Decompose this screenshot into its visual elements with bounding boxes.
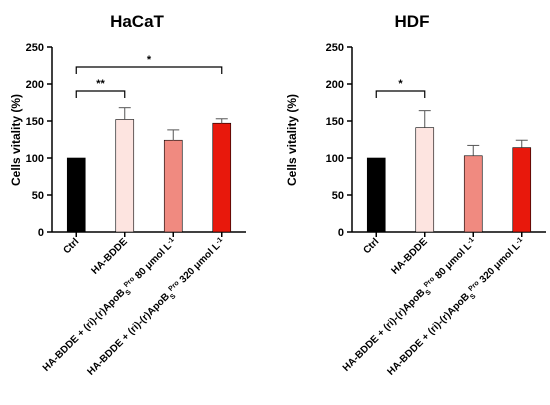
- significance-label: *: [398, 78, 403, 90]
- x-tick-label: Ctrl: [61, 236, 81, 256]
- x-tick-label: Ctrl: [361, 236, 381, 256]
- bar: [67, 158, 85, 232]
- x-tick-label-part: 80 μmol L: [431, 241, 474, 284]
- y-tick-label: 150: [26, 116, 44, 128]
- x-tick-label-part: HA-BDDE + (ri)-(r)ApoB: [385, 291, 472, 378]
- bar: [164, 140, 182, 232]
- bar: [116, 120, 134, 232]
- x-tick-label-part: 80 μmol L: [131, 241, 174, 284]
- significance-label: *: [147, 54, 152, 66]
- y-tick-label: 50: [332, 190, 344, 202]
- x-tick-label-part: 320 μmol L: [176, 241, 223, 288]
- x-tick-label-part: Ctrl: [361, 236, 381, 256]
- y-tick-label: 200: [326, 79, 344, 91]
- x-tick-label-part: HA-BDDE + (ri)-(r)ApoB: [341, 287, 428, 374]
- y-tick-label: 200: [26, 79, 44, 91]
- bar: [513, 148, 531, 232]
- chart-panel-hdf: HDF Cells vitality (%) 0 50 100 150 200 250 Ct…: [285, 12, 546, 380]
- y-tick-label: 100: [26, 153, 44, 165]
- x-tick-label-part: Ctrl: [61, 236, 81, 256]
- y-axis-label: Cells vitality (%): [9, 94, 23, 186]
- x-tick-label-part: HA-BDDE + (ri)-(r)ApoB: [41, 287, 128, 374]
- x-tick-label-part: HA-BDDE: [389, 236, 430, 277]
- x-tick-label: HA-BDDE: [89, 236, 130, 277]
- y-tick-label: 250: [26, 42, 44, 54]
- significance-bracket: [76, 91, 125, 98]
- x-tick-label-part: HA-BDDE + (ri)-(r)ApoB: [85, 291, 172, 378]
- y-tick-label: 250: [326, 42, 344, 54]
- y-axis-label: Cells vitality (%): [285, 94, 299, 186]
- y-tick-label: 50: [32, 190, 44, 202]
- bar: [213, 123, 231, 232]
- bar: [367, 158, 385, 232]
- y-tick-label: 100: [326, 153, 344, 165]
- x-tick-label: HA-BDDE: [389, 236, 430, 277]
- x-tick-label-part: 320 μmol L: [476, 241, 523, 288]
- bar: [416, 128, 434, 232]
- bar: [464, 156, 482, 232]
- chart-title: HaCaT: [110, 12, 164, 31]
- x-tick-label-part: HA-BDDE: [89, 236, 130, 277]
- chart-panel-hacat: HaCaT Cells vitality (%) 0 50 100 150 200 250…: [9, 12, 246, 380]
- y-tick-label: 0: [38, 227, 44, 239]
- y-tick-label: 0: [338, 227, 344, 239]
- y-tick-label: 150: [326, 116, 344, 128]
- significance-label: **: [96, 78, 105, 90]
- significance-bracket: [376, 91, 425, 98]
- significance-bracket: [76, 67, 222, 74]
- chart-title: HDF: [395, 12, 430, 31]
